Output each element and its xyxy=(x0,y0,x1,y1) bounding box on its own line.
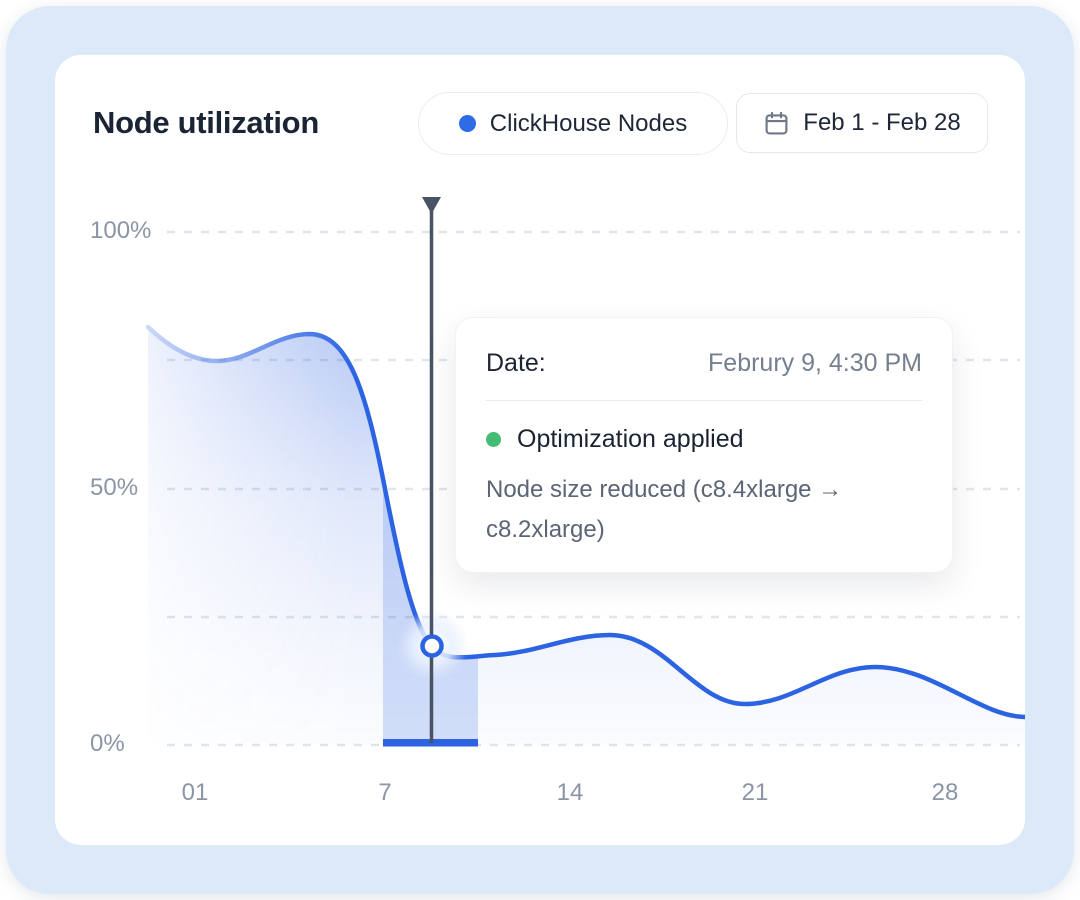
chart-area[interactable] xyxy=(55,55,1025,845)
legend-label: ClickHouse Nodes xyxy=(489,109,688,137)
x-axis-label-14: 14 xyxy=(556,779,584,806)
x-axis-label-28: 28 xyxy=(931,779,959,806)
calendar-icon xyxy=(763,110,790,137)
page-title: Node utilization xyxy=(93,105,319,140)
tooltip-description: Node size reduced (c8.4xlarge → c8.2xlar… xyxy=(486,476,843,543)
date-range-label: Feb 1 - Feb 28 xyxy=(803,109,961,136)
series-line xyxy=(145,324,1025,720)
tooltip-event-label: Optimization applied xyxy=(517,425,744,453)
y-axis-label-50: 50% xyxy=(90,474,139,501)
tooltip-divider xyxy=(486,400,922,401)
data-point-marker[interactable] xyxy=(420,634,444,658)
app-background: Node utilization ClickHouse Nodes Feb 1 … xyxy=(6,6,1074,894)
x-axis-label-01: 01 xyxy=(181,779,209,806)
y-axis-label-100: 100% xyxy=(90,217,152,244)
legend-dot-icon xyxy=(458,115,476,132)
highlight-band xyxy=(383,478,478,743)
tooltip-date-label: Date: xyxy=(486,349,546,377)
event-status-dot-icon xyxy=(486,432,501,447)
x-axis-label-21: 21 xyxy=(741,779,769,806)
reference-line-arrow-icon xyxy=(422,197,441,214)
chart-tooltip: Date: Februry 9, 4:30 PM Optimization ap… xyxy=(455,317,953,573)
x-axis-label-7: 7 xyxy=(378,779,392,806)
legend-clickhouse-nodes[interactable]: ClickHouse Nodes xyxy=(418,92,728,155)
chart-card: Node utilization ClickHouse Nodes Feb 1 … xyxy=(55,55,1025,845)
y-axis-label-0: 0% xyxy=(90,730,125,757)
series-area xyxy=(148,327,1025,745)
date-range-button[interactable]: Feb 1 - Feb 28 xyxy=(736,93,988,153)
tooltip-date-value: Februry 9, 4:30 PM xyxy=(708,349,922,377)
